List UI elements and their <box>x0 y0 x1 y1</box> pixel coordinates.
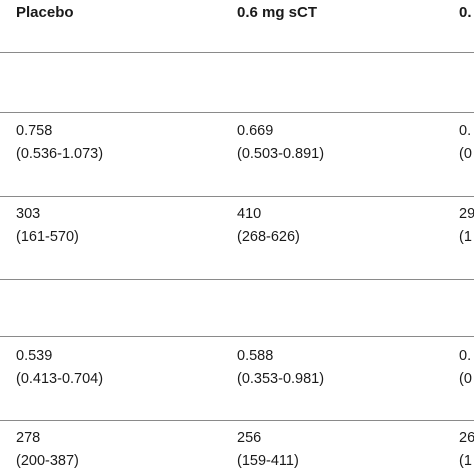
table-cell: 26 (1 <box>459 430 474 469</box>
table-cell: 29 (1 <box>459 206 474 245</box>
header-third-dose: 0. <box>459 4 472 21</box>
table-cell: 278 (200-387) <box>16 430 79 469</box>
table-cell: 256 (159-411) <box>237 430 299 469</box>
rule <box>0 112 474 113</box>
rule <box>0 52 474 53</box>
table-cell: 0.758 (0.536-1.073) <box>16 123 104 162</box>
header-0-6-mg-sct: 0.6 mg sCT <box>237 4 318 21</box>
rule <box>0 196 474 197</box>
table-cell: 0. (0 <box>459 123 472 162</box>
table-cell: 410 (268-626) <box>237 206 300 245</box>
header-placebo: Placebo <box>16 4 74 21</box>
rule <box>0 336 474 337</box>
table-cell: 303 (161-570) <box>16 206 79 245</box>
rule <box>0 279 474 280</box>
table-cell: 0.669 (0.503-0.891) <box>237 123 325 162</box>
table-cell: 0.588 (0.353-0.981) <box>237 348 325 387</box>
rule <box>0 420 474 421</box>
table-cell: 0. (0 <box>459 348 472 387</box>
table-cell: 0.539 (0.413-0.704) <box>16 348 104 387</box>
